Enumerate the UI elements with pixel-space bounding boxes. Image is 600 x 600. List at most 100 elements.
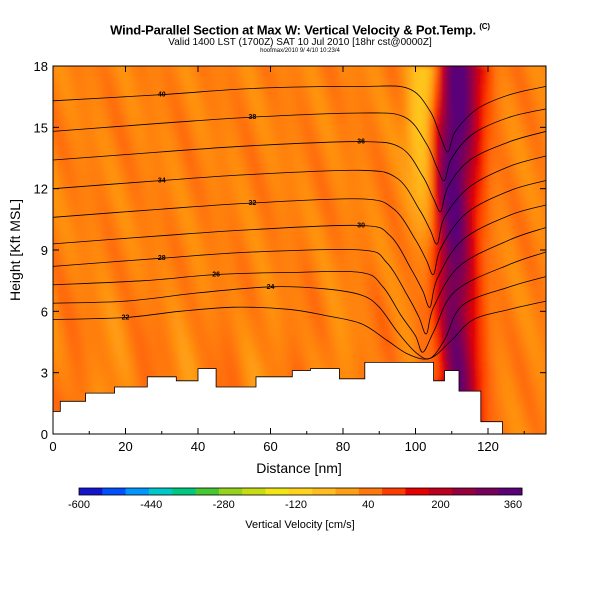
velocity-cell	[63, 229, 71, 239]
velocity-cell	[368, 262, 375, 272]
velocity-cell	[129, 262, 136, 272]
velocity-cell	[259, 205, 266, 215]
velocity-cell	[330, 245, 337, 256]
velocity-cell	[325, 434, 331, 443]
velocity-cell	[346, 237, 353, 247]
velocity-cell	[167, 434, 173, 443]
velocity-cell	[297, 295, 305, 305]
velocity-cell	[194, 188, 201, 198]
velocity-cell	[275, 205, 283, 215]
velocity-cell	[368, 90, 375, 100]
velocity-cell	[493, 123, 500, 133]
velocity-cell	[433, 368, 440, 378]
velocity-cell	[324, 123, 332, 133]
velocity-cell	[112, 368, 120, 378]
velocity-cell	[85, 286, 92, 296]
velocity-cell	[286, 368, 294, 378]
velocity-cell	[286, 311, 294, 321]
velocity-cell	[237, 90, 245, 100]
velocity-cell	[150, 74, 158, 84]
velocity-cell	[91, 74, 98, 84]
velocity-cell	[107, 205, 114, 215]
velocity-cell	[536, 278, 544, 288]
velocity-cell	[248, 311, 256, 321]
velocity-cell	[205, 352, 212, 362]
velocity-cell	[69, 66, 76, 76]
velocity-cell	[227, 368, 234, 378]
velocity-cell	[548, 401, 554, 410]
velocity-cell	[303, 237, 310, 247]
colorbar-swatch	[195, 488, 220, 495]
velocity-cell	[346, 74, 353, 84]
velocity-cell	[96, 352, 103, 362]
chart-title: Wind-Parallel Section at Max W: Vertical…	[0, 22, 600, 37]
velocity-cell	[341, 221, 348, 231]
velocity-cell	[167, 98, 174, 108]
velocity-cell	[161, 147, 169, 157]
velocity-cell	[178, 205, 185, 215]
velocity-cell	[194, 278, 201, 288]
velocity-cell	[80, 205, 87, 215]
velocity-cell	[259, 188, 266, 198]
velocity-cell	[466, 344, 473, 354]
velocity-cell	[515, 401, 522, 411]
velocity-cell	[80, 376, 87, 386]
velocity-cell	[232, 303, 239, 313]
velocity-cell	[439, 327, 446, 337]
velocity-cell	[248, 139, 256, 149]
velocity-cell	[504, 434, 510, 443]
velocity-cell	[188, 286, 196, 296]
velocity-cell	[205, 82, 212, 92]
velocity-cell	[194, 123, 201, 133]
velocity-cell	[232, 229, 239, 239]
velocity-cell	[270, 368, 277, 378]
velocity-cell	[455, 237, 462, 247]
velocity-cell	[123, 188, 131, 198]
velocity-cell	[69, 360, 76, 370]
velocity-cell	[161, 82, 169, 92]
velocity-cell	[401, 156, 408, 166]
velocity-cell	[69, 205, 76, 215]
velocity-cell	[548, 344, 554, 353]
velocity-cell	[297, 352, 305, 362]
velocity-cell	[308, 245, 315, 256]
velocity-cell	[101, 74, 109, 84]
velocity-cell	[422, 270, 430, 280]
velocity-cell	[188, 164, 196, 174]
velocity-cell	[444, 90, 451, 100]
velocity-cell	[107, 115, 114, 125]
velocity-cell	[319, 262, 326, 272]
velocity-cell	[368, 164, 375, 174]
velocity-cell	[221, 237, 228, 247]
velocity-cell	[297, 205, 305, 215]
velocity-cell	[238, 434, 244, 443]
velocity-cell	[368, 278, 375, 288]
velocity-cell	[178, 74, 185, 84]
velocity-cell	[161, 286, 169, 296]
velocity-cell	[227, 90, 234, 100]
velocity-cell	[536, 401, 544, 411]
velocity-cell	[548, 246, 554, 255]
velocity-cell	[488, 368, 495, 378]
velocity-cell	[368, 295, 375, 305]
velocity-cell	[145, 270, 152, 280]
velocity-cell	[91, 147, 98, 157]
velocity-cell	[210, 196, 218, 206]
velocity-cell	[221, 352, 228, 362]
velocity-cell	[156, 335, 163, 346]
velocity-cell	[118, 164, 125, 174]
velocity-cell	[488, 90, 495, 100]
velocity-cell	[112, 327, 120, 337]
velocity-cell	[205, 295, 212, 305]
velocity-cell	[417, 254, 424, 264]
velocity-cell	[341, 74, 348, 84]
velocity-cell	[134, 164, 141, 174]
velocity-cell	[178, 98, 185, 108]
velocity-cell	[80, 90, 87, 100]
velocity-cell	[205, 434, 211, 443]
velocity-cell	[471, 327, 479, 337]
velocity-cell	[417, 270, 424, 280]
velocity-cell	[536, 270, 544, 280]
velocity-cell	[243, 319, 250, 329]
velocity-cell	[161, 270, 169, 280]
